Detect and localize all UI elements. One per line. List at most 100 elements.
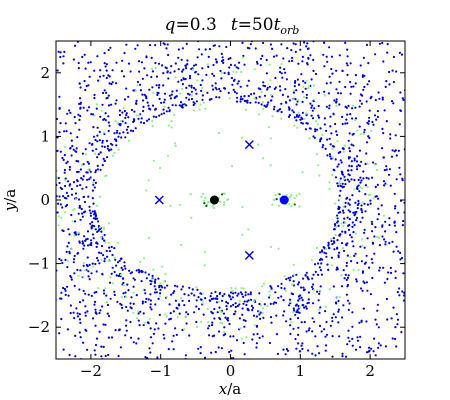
disk-particle [288,279,291,282]
disk-particle [166,284,169,287]
disk-particle [305,330,308,333]
disk-particle [182,359,184,361]
disk-particle [317,116,321,119]
accreted-particle [253,97,256,100]
disk-particle [132,120,135,123]
accreted-particle [303,117,306,121]
disk-particle [91,233,95,236]
disk-particle [347,173,350,176]
disk-particle [232,335,235,338]
disk-particle [97,229,100,232]
disk-particle [137,337,140,340]
accreted-particle [261,101,264,104]
disk-particle [271,95,274,98]
disk-particle [123,51,126,55]
disk-particle [197,307,200,311]
disk-particle [84,311,87,314]
disk-particle [96,126,99,129]
title-t: t [231,15,238,35]
disk-particle [402,299,405,302]
disk-particle [234,305,237,309]
disk-particle [401,224,404,227]
accreted-particle [179,92,182,95]
disk-particle [347,202,350,205]
disk-particle [325,252,328,255]
accreted-particle [318,308,321,311]
disk-particle [65,162,68,165]
disk-particle [336,182,339,185]
accreted-particle [334,225,338,229]
disk-particle [298,114,301,117]
disk-particle [165,110,168,113]
disk-particle [277,285,280,288]
accreted-particle [73,234,76,237]
disk-particle [345,118,348,121]
disk-particle [115,264,118,267]
disk-particle [228,295,231,298]
disk-particle [68,353,71,357]
accreted-particle [107,222,110,225]
disk-particle [352,144,355,147]
disk-particle [390,100,394,103]
x-tick-label: −2 [80,362,102,380]
disk-particle [91,317,95,320]
accreted-particle [253,68,256,71]
disk-particle [220,347,223,350]
disk-particle [52,325,54,327]
disk-particle [364,210,367,213]
disk-particle [341,209,345,212]
accreted-particle [280,63,283,66]
disk-particle [129,306,132,309]
disk-particle [371,261,374,264]
cavity-particle [189,193,192,196]
accreted-particle [132,311,135,314]
disk-particle [94,138,97,142]
accreted-particle [261,285,264,288]
disk-particle [352,211,355,214]
disk-particle [168,318,171,321]
disk-particle [94,300,97,303]
disk-particle [142,121,146,125]
disk-particle [162,108,165,111]
cavity-particle [147,236,151,240]
accreted-particle [170,120,173,123]
disk-particle [332,313,335,316]
disk-particle [80,212,84,215]
disk-particle [402,219,405,223]
disk-particle [239,85,242,88]
accreted-particle [361,201,364,204]
cavity-particle [170,126,173,129]
disk-particle [272,108,276,111]
disk-particle [90,143,94,146]
disk-particle [360,260,363,263]
disk-particle [239,98,242,101]
disk-particle [80,177,83,180]
disk-particle [155,322,158,325]
disk-particle [395,154,398,157]
disk-particle [280,286,283,289]
accreted-particle [176,316,179,319]
disk-particle [282,38,284,40]
disk-particle [76,315,80,318]
accreted-particle [201,302,204,305]
disk-particle [242,295,245,298]
disk-particle [346,73,349,76]
disk-particle [391,240,394,243]
disk-particle [98,330,101,333]
disk-particle [225,45,228,49]
disk-particle [345,355,348,358]
star-cluster-particle [277,204,280,207]
disk-particle [199,346,202,349]
disk-particle [345,293,348,296]
disk-particle [288,38,290,40]
disk-particle [231,296,234,299]
disk-particle [382,132,385,135]
accreted-particle [165,295,168,298]
disk-particle [246,84,249,87]
disk-particle [153,285,156,288]
disk-particle [242,302,245,305]
accreted-particle [342,150,345,153]
disk-particle [208,48,211,51]
disk-particle [382,266,385,269]
disk-particle [193,294,196,297]
